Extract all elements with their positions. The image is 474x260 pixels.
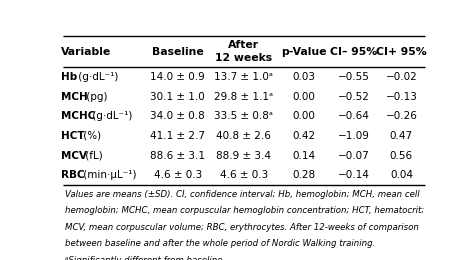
Text: 88.9 ± 3.4: 88.9 ± 3.4: [216, 151, 271, 160]
Text: 12 weeks: 12 weeks: [215, 53, 273, 63]
Text: −0.02: −0.02: [385, 72, 417, 82]
Text: 34.0 ± 0.8: 34.0 ± 0.8: [150, 111, 205, 121]
Text: (fL): (fL): [82, 151, 103, 160]
Text: −0.14: −0.14: [338, 170, 370, 180]
Text: hemoglobin; MCHC, mean corpuscular hemoglobin concentration; HCT, hematocrit;: hemoglobin; MCHC, mean corpuscular hemog…: [65, 206, 424, 215]
Text: 4.6 ± 0.3: 4.6 ± 0.3: [220, 170, 268, 180]
Text: 88.6 ± 3.1: 88.6 ± 3.1: [150, 151, 205, 160]
Text: 13.7 ± 1.0ᵃ: 13.7 ± 1.0ᵃ: [214, 72, 273, 82]
Text: 0.14: 0.14: [292, 151, 315, 160]
Text: (%): (%): [81, 131, 101, 141]
Text: Values are means (±SD). CI, confidence interval; Hb, hemoglobin; MCH, mean cell: Values are means (±SD). CI, confidence i…: [65, 190, 419, 199]
Text: 40.8 ± 2.6: 40.8 ± 2.6: [217, 131, 271, 141]
Text: between baseline and after the whole period of Nordic Walking training.: between baseline and after the whole per…: [65, 239, 375, 248]
Text: p-Value: p-Value: [281, 47, 326, 57]
Text: (g·dL⁻¹): (g·dL⁻¹): [89, 111, 132, 121]
Text: HCT: HCT: [61, 131, 85, 141]
Text: 0.04: 0.04: [390, 170, 413, 180]
Text: 0.56: 0.56: [390, 151, 413, 160]
Text: −0.26: −0.26: [385, 111, 418, 121]
Text: MCV: MCV: [61, 151, 87, 160]
Text: −0.64: −0.64: [338, 111, 370, 121]
Text: (g·dL⁻¹): (g·dL⁻¹): [75, 72, 118, 82]
Text: 4.6 ± 0.3: 4.6 ± 0.3: [154, 170, 202, 180]
Text: 0.47: 0.47: [390, 131, 413, 141]
Text: ᵃSignificantly different from baseline.: ᵃSignificantly different from baseline.: [65, 256, 225, 260]
Text: MCV, mean corpuscular volume; RBC, erythrocytes. After 12-weeks of comparison: MCV, mean corpuscular volume; RBC, eryth…: [65, 223, 419, 232]
Text: 0.28: 0.28: [292, 170, 315, 180]
Text: CI+ 95%: CI+ 95%: [376, 47, 427, 57]
Text: −0.07: −0.07: [338, 151, 370, 160]
Text: −1.09: −1.09: [338, 131, 370, 141]
Text: −0.52: −0.52: [338, 92, 370, 102]
Text: 41.1 ± 2.7: 41.1 ± 2.7: [150, 131, 205, 141]
Text: 0.42: 0.42: [292, 131, 315, 141]
Text: −0.55: −0.55: [338, 72, 370, 82]
Text: Variable: Variable: [61, 47, 111, 57]
Text: 14.0 ± 0.9: 14.0 ± 0.9: [150, 72, 205, 82]
Text: 29.8 ± 1.1ᵃ: 29.8 ± 1.1ᵃ: [214, 92, 273, 102]
Text: 0.00: 0.00: [292, 92, 315, 102]
Text: (min·μL⁻¹): (min·μL⁻¹): [81, 170, 137, 180]
Text: (pg): (pg): [83, 92, 108, 102]
Text: 0.00: 0.00: [292, 111, 315, 121]
Text: 30.1 ± 1.0: 30.1 ± 1.0: [150, 92, 205, 102]
Text: MCHC: MCHC: [61, 111, 95, 121]
Text: −0.13: −0.13: [385, 92, 418, 102]
Text: Baseline: Baseline: [152, 47, 204, 57]
Text: 0.03: 0.03: [292, 72, 315, 82]
Text: After: After: [228, 40, 259, 50]
Text: Hb: Hb: [61, 72, 77, 82]
Text: MCH: MCH: [61, 92, 88, 102]
Text: 33.5 ± 0.8ᵃ: 33.5 ± 0.8ᵃ: [214, 111, 273, 121]
Text: CI– 95%: CI– 95%: [330, 47, 377, 57]
Text: RBC: RBC: [61, 170, 85, 180]
